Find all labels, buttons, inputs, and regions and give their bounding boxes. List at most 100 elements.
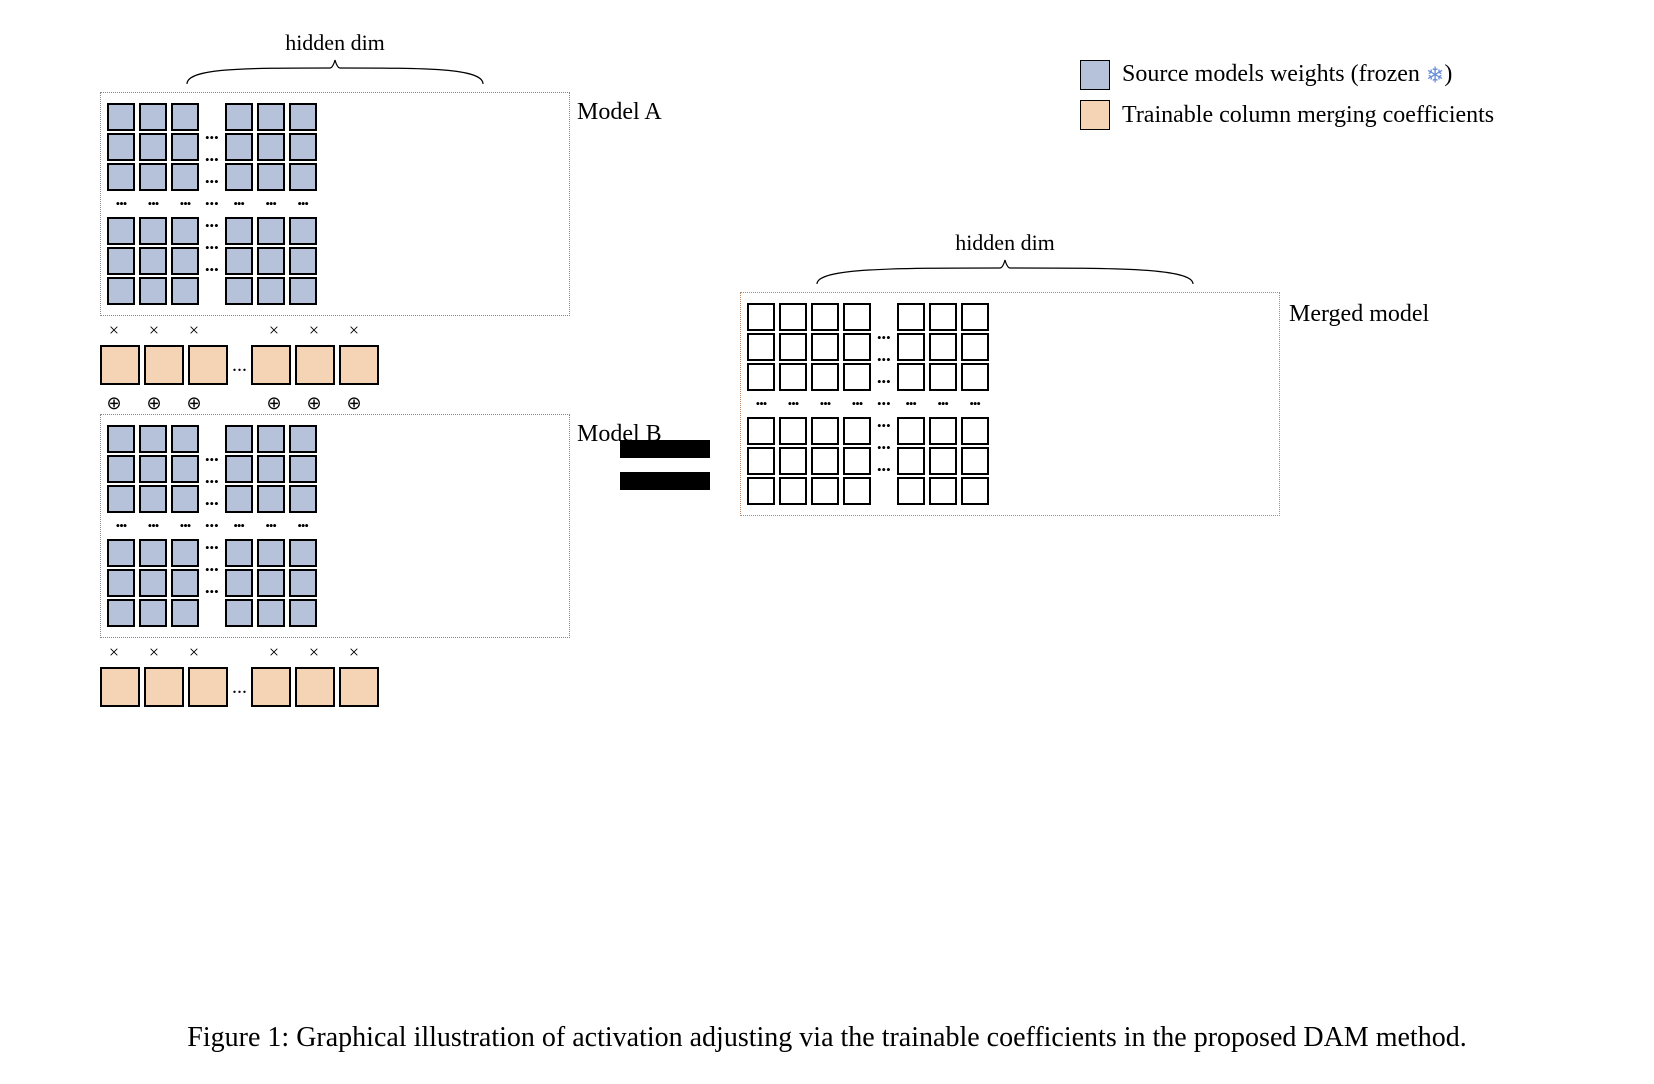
merged-label: Merged model (1289, 301, 1429, 328)
times-icon: × (140, 320, 168, 341)
matrix-cell (257, 455, 285, 483)
matrix-cell (811, 333, 839, 361)
coef-cell (188, 667, 228, 707)
ellipsis-icon: ••• (929, 393, 957, 415)
matrix-cell (139, 425, 167, 453)
coef-cell (339, 667, 379, 707)
matrix-cell (929, 363, 957, 391)
matrix-column: ••• (289, 103, 317, 305)
matrix-cell (107, 133, 135, 161)
plus-icon: ⊕ (140, 393, 168, 414)
matrix-cell (747, 447, 775, 475)
matrix-cell (961, 333, 989, 361)
matrix-cell (107, 247, 135, 275)
coef-cell (295, 667, 335, 707)
times-icon: × (180, 642, 208, 663)
ellipsis-icon: ••• (961, 393, 989, 415)
coef-row-a: ... (100, 345, 570, 385)
matrix-cell (225, 217, 253, 245)
matrix-cell (961, 477, 989, 505)
matrix-cell (257, 425, 285, 453)
matrix-column: ••• (257, 103, 285, 305)
matrix-cell (139, 277, 167, 305)
times-icon: × (300, 642, 328, 663)
matrix-column: ••• (139, 425, 167, 627)
matrix-cell (107, 485, 135, 513)
matrix-cell (225, 485, 253, 513)
ellipsis-icon: ••• (811, 393, 839, 415)
ellipsis-column: ••••••••••••••••••••• (875, 331, 893, 477)
matrix-cell (289, 217, 317, 245)
matrix-cell (225, 247, 253, 275)
coef-cell (251, 345, 291, 385)
matrix-cell (225, 133, 253, 161)
ellipsis-icon: ••• (139, 193, 167, 215)
ellipsis-icon: ... (232, 354, 247, 377)
matrix-column: ••• (107, 103, 135, 305)
ellipsis-icon: ••• (107, 515, 135, 537)
matrix-cell (171, 247, 199, 275)
plus-icon: ⊕ (180, 393, 208, 414)
matrix-cell (843, 417, 871, 445)
coef-cell (188, 345, 228, 385)
matrix-cell (257, 217, 285, 245)
ellipsis-icon: ••• (747, 393, 775, 415)
matrix-column: ••• (225, 425, 253, 627)
matrix-cell (843, 447, 871, 475)
matrix-column: ••• (961, 303, 989, 505)
matrix-cell (779, 333, 807, 361)
matrix-cell (779, 363, 807, 391)
plus-icon: ⊕ (300, 393, 328, 414)
matrix-cell (225, 103, 253, 131)
merged-panel: Merged model •••••••••••••••••••••••••••… (740, 292, 1280, 516)
coef-cell (144, 345, 184, 385)
ellipsis-icon: ••• (257, 193, 285, 215)
matrix-cell (961, 363, 989, 391)
matrix-cell (289, 599, 317, 627)
matrix-cell (747, 477, 775, 505)
matrix-cell (811, 417, 839, 445)
ellipsis-icon: ••• (843, 393, 871, 415)
times-icon: × (340, 320, 368, 341)
ellipsis-icon: ••• (257, 515, 285, 537)
ellipsis-icon: ••• (225, 193, 253, 215)
left-block: hidden dim Model A •••••••••••••••••••••… (100, 30, 570, 715)
matrix-column: ••• (897, 303, 925, 505)
matrix-cell (929, 303, 957, 331)
matrix-cell (929, 477, 957, 505)
matrix-column: ••• (929, 303, 957, 505)
matrix-column: ••• (257, 425, 285, 627)
matrix-cell (107, 163, 135, 191)
times-icon: × (180, 320, 208, 341)
matrix-cell (843, 303, 871, 331)
matrix-cell (929, 417, 957, 445)
brace-hidden-dim-right: hidden dim (740, 230, 1270, 286)
matrix-cell (171, 599, 199, 627)
matrix-cell (289, 247, 317, 275)
matrix-cell (257, 247, 285, 275)
ellipsis-icon: ••• (139, 515, 167, 537)
figure-caption: Figure 1: Graphical illustration of acti… (0, 1022, 1654, 1054)
matrix-cell (897, 363, 925, 391)
matrix-cell (139, 569, 167, 597)
matrix-cell (289, 133, 317, 161)
plus-icon: ⊕ (340, 393, 368, 414)
matrix-column: ••• (747, 303, 775, 505)
matrix-cell (139, 599, 167, 627)
matrix-cell (171, 485, 199, 513)
matrix-column: ••• (225, 103, 253, 305)
times-icon: × (140, 642, 168, 663)
matrix-cell (257, 599, 285, 627)
matrix-cell (289, 163, 317, 191)
matrix-column: ••• (171, 425, 199, 627)
matrix-cell (225, 569, 253, 597)
matrix-cell (843, 477, 871, 505)
ellipsis-icon: ••• (897, 393, 925, 415)
coef-cell (100, 667, 140, 707)
matrix-cell (107, 599, 135, 627)
matrix-cell (897, 333, 925, 361)
model-a-panel: Model A ••••••••••••••••••••••••••••••••… (100, 92, 570, 316)
matrix-cell (257, 133, 285, 161)
matrix-cell (257, 485, 285, 513)
times-row-b: ×××××× (100, 642, 570, 663)
